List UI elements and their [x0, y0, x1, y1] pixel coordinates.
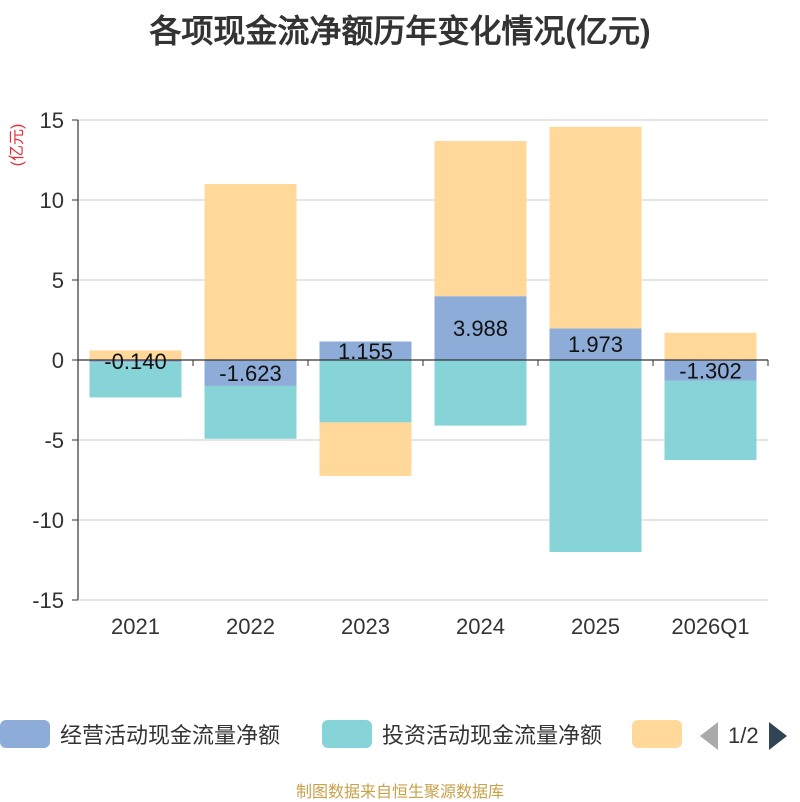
- label-layer: -0.140 -1.623 1.155 3.988 1.973 -1.302: [104, 316, 741, 386]
- bar-layer: [89, 126, 757, 552]
- bar-financing: [89, 350, 182, 360]
- chart-title: 各项现金流净额历年变化情况(亿元): [149, 13, 651, 49]
- y-tick-label: 15: [40, 108, 64, 133]
- bar-operating: [204, 360, 297, 386]
- axis-layer: 15 10 5 0 -5 -10 -15 (亿元) 2021 2022 2023 2024 2025 20…: [8, 108, 769, 639]
- legend-label-operating: 经营活动现金流量净额: [60, 723, 281, 748]
- bar-investing: [319, 360, 412, 423]
- data-label-operating: -0.140: [104, 349, 166, 374]
- pager-prev-icon[interactable]: [700, 722, 718, 750]
- bar-financing: [319, 422, 412, 476]
- legend-label-investing: 投资活动现金流量净额: [382, 723, 603, 748]
- data-label-operating: -1.302: [679, 358, 741, 383]
- pager-next-icon[interactable]: [768, 722, 787, 750]
- x-tick-label: 2024: [456, 614, 505, 639]
- source-note: 制图数据来自恒生聚源数据库: [295, 784, 504, 801]
- y-tick-label: -10: [32, 508, 64, 533]
- data-label-operating: 3.988: [453, 316, 508, 341]
- pager-text: 1/2: [728, 723, 759, 748]
- x-tick-label: 2021: [111, 614, 160, 639]
- data-label-operating: -1.623: [219, 361, 281, 386]
- bar-operating: [89, 360, 182, 363]
- data-label-operating: 1.973: [568, 332, 623, 357]
- legend-item-investing[interactable]: 投资活动现金流量净额: [322, 716, 602, 752]
- bar-financing: [434, 140, 527, 297]
- legend-pager: 1/2: [700, 718, 787, 754]
- bar-investing: [89, 362, 182, 398]
- y-axis-unit: (亿元): [8, 124, 26, 167]
- bar-investing: [549, 360, 642, 552]
- x-tick-label: 2023: [341, 614, 390, 639]
- bar-investing: [664, 380, 757, 461]
- y-tick-label: 5: [52, 268, 64, 293]
- bar-operating: [434, 296, 527, 360]
- bar-investing: [434, 360, 527, 426]
- y-tick-label: 0: [52, 348, 64, 373]
- bar-investing: [204, 385, 297, 439]
- y-tick-label: -5: [44, 428, 64, 453]
- legend-item-operating[interactable]: 经营活动现金流量净额: [0, 716, 280, 752]
- y-tick-label: 10: [40, 188, 64, 213]
- x-tick-label: 2022: [226, 614, 275, 639]
- bar-financing: [549, 126, 642, 329]
- bar-operating: [664, 360, 757, 381]
- bar-financing: [204, 184, 297, 360]
- legend-swatch-financing: [632, 720, 682, 748]
- bar-operating: [549, 328, 642, 360]
- bar-financing: [664, 332, 757, 360]
- data-label-operating: 1.155: [338, 339, 393, 364]
- legend-swatch-operating: [0, 720, 50, 748]
- x-tick-label: 2025: [571, 614, 620, 639]
- x-tick-label: 2026Q1: [671, 614, 749, 639]
- bar-operating: [319, 341, 412, 360]
- y-tick-label: -15: [32, 588, 64, 613]
- legend-swatch-investing: [322, 720, 372, 748]
- legend-item-financing[interactable]: [632, 716, 692, 752]
